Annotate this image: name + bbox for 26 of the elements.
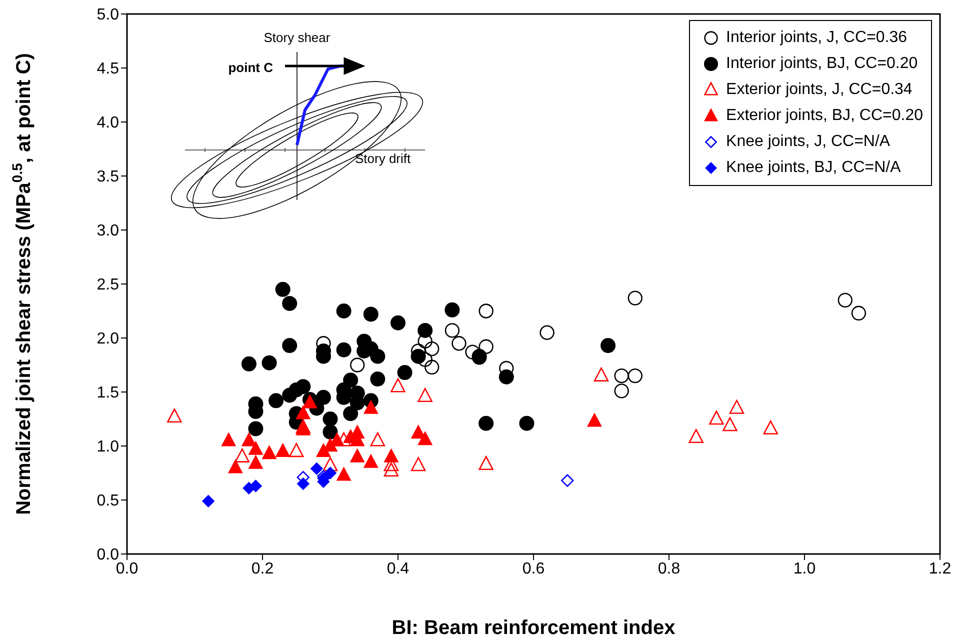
- x-tick-label: 0.2: [251, 560, 274, 578]
- x-tick-label: 0.6: [522, 560, 545, 578]
- legend-label: Knee joints, BJ, CC=N/A: [726, 159, 901, 177]
- y-tick-label: 5.0: [96, 6, 120, 24]
- x-tick-label: 0.4: [386, 560, 410, 578]
- y-tick-label: 1.0: [96, 438, 120, 456]
- y-tick-label: 4.0: [96, 114, 120, 132]
- annotation: Story drift: [355, 151, 412, 166]
- legend-label: Interior joints, J, CC=0.36: [726, 29, 907, 47]
- y-tick-label: 1.5: [96, 384, 120, 402]
- legend-label: Interior joints, BJ, CC=0.20: [726, 55, 918, 73]
- legend-label: Knee joints, J, CC=N/A: [726, 133, 890, 151]
- y-tick-label: 2.0: [96, 330, 120, 348]
- annotation: Story shear: [264, 30, 331, 45]
- x-tick-label: 0.8: [658, 560, 680, 578]
- legend-label: Exterior joints, BJ, CC=0.20: [726, 107, 923, 125]
- x-tick-label: 1.0: [793, 560, 816, 578]
- legend-label: Exterior joints, J, CC=0.34: [726, 81, 912, 99]
- x-axis-title: BI: Beam reinforcement index: [392, 617, 676, 639]
- x-tick-label: 1.2: [928, 560, 952, 578]
- y-tick-label: 3.0: [96, 222, 120, 240]
- annotation: point C: [228, 60, 274, 75]
- y-tick-label: 3.5: [96, 168, 120, 186]
- y-tick-label: 2.5: [96, 276, 120, 294]
- y-tick-label: 4.5: [96, 60, 120, 78]
- y-tick-label: 0.5: [96, 492, 120, 510]
